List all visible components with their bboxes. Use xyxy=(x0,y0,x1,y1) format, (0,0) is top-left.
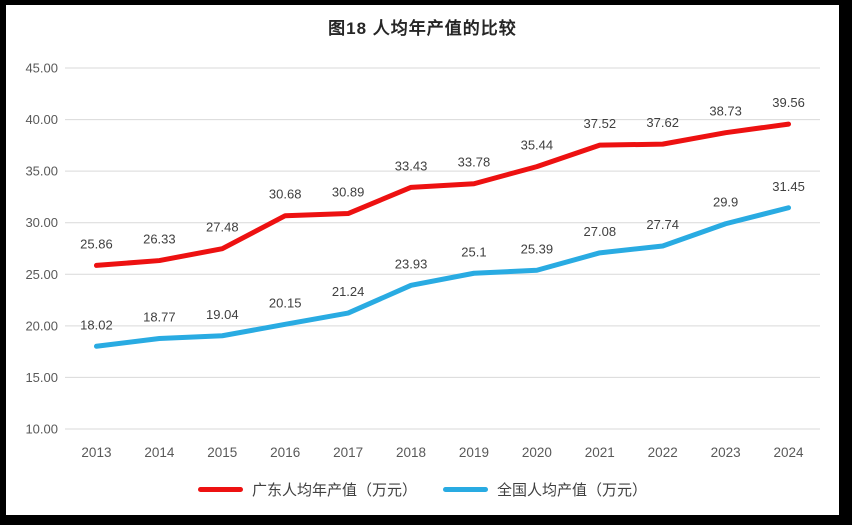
svg-text:2020: 2020 xyxy=(522,445,552,460)
svg-text:35.00: 35.00 xyxy=(25,164,58,179)
svg-text:39.56: 39.56 xyxy=(772,95,805,110)
svg-text:30.00: 30.00 xyxy=(25,215,58,230)
svg-text:20.00: 20.00 xyxy=(25,318,58,333)
svg-text:45.00: 45.00 xyxy=(25,61,58,76)
svg-text:2017: 2017 xyxy=(333,445,363,460)
svg-text:40.00: 40.00 xyxy=(25,112,58,127)
svg-text:15.00: 15.00 xyxy=(25,370,58,385)
svg-text:2013: 2013 xyxy=(81,445,111,460)
svg-text:27.48: 27.48 xyxy=(206,220,239,235)
chart-title: 图18 人均年产值的比较 xyxy=(328,19,517,38)
svg-text:2014: 2014 xyxy=(144,445,175,460)
legend-swatch-guangdong xyxy=(197,487,243,492)
svg-text:2023: 2023 xyxy=(711,445,741,460)
legend-label-guangdong: 广东人均年产值（万元） xyxy=(251,482,417,499)
svg-text:37.52: 37.52 xyxy=(584,116,617,131)
svg-text:2021: 2021 xyxy=(585,445,615,460)
svg-text:2018: 2018 xyxy=(396,445,426,460)
svg-text:25.00: 25.00 xyxy=(25,267,58,282)
legend-label-national: 全国人均产值（万元） xyxy=(497,482,648,499)
legend-swatch-national xyxy=(443,487,488,492)
svg-text:27.74: 27.74 xyxy=(646,217,679,232)
svg-text:2016: 2016 xyxy=(270,445,300,460)
svg-text:19.04: 19.04 xyxy=(206,307,239,322)
line-chart-plot: 10.00 15.00 20.00 25.00 30.00 35.00 40.00 45.00… xyxy=(25,61,820,460)
svg-text:25.86: 25.86 xyxy=(80,236,113,251)
svg-text:30.89: 30.89 xyxy=(332,185,365,200)
svg-text:10.00: 10.00 xyxy=(25,422,58,437)
svg-text:2015: 2015 xyxy=(207,445,237,460)
svg-text:30.68: 30.68 xyxy=(269,187,302,202)
legend-item-national: 全国人均产值（万元） xyxy=(443,479,647,500)
svg-text:18.02: 18.02 xyxy=(80,317,113,332)
svg-text:18.77: 18.77 xyxy=(143,310,176,325)
legend-item-guangdong: 广东人均年产值（万元） xyxy=(197,479,417,500)
svg-text:2022: 2022 xyxy=(648,445,678,460)
svg-text:26.33: 26.33 xyxy=(143,232,176,247)
svg-text:33.43: 33.43 xyxy=(395,158,428,173)
svg-text:2024: 2024 xyxy=(774,445,805,460)
svg-text:27.08: 27.08 xyxy=(584,224,617,239)
svg-text:31.45: 31.45 xyxy=(772,179,805,194)
svg-text:20.15: 20.15 xyxy=(269,295,302,310)
svg-text:29.9: 29.9 xyxy=(713,195,738,210)
svg-text:35.44: 35.44 xyxy=(521,138,554,153)
svg-text:25.1: 25.1 xyxy=(461,244,486,259)
svg-text:38.73: 38.73 xyxy=(709,104,742,119)
svg-text:2019: 2019 xyxy=(459,445,489,460)
legend: 广东人均年产值（万元） 全国人均产值（万元） xyxy=(6,479,839,500)
svg-text:37.62: 37.62 xyxy=(646,115,679,130)
svg-text:25.39: 25.39 xyxy=(521,241,554,256)
svg-text:23.93: 23.93 xyxy=(395,256,428,271)
svg-text:21.24: 21.24 xyxy=(332,284,365,299)
svg-text:33.78: 33.78 xyxy=(458,155,491,170)
